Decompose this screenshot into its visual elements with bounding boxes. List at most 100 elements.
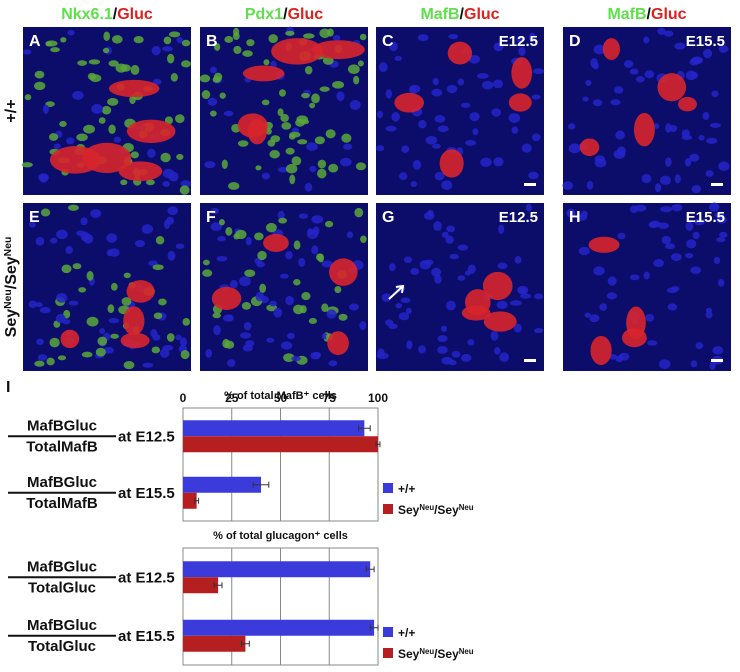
nucleus [23, 49, 32, 55]
nucleus [665, 123, 672, 133]
nucleus [531, 94, 541, 100]
error-bar [369, 624, 379, 631]
nucleus [141, 224, 154, 234]
nucleus [607, 276, 617, 286]
micrograph: D E15.5 [562, 27, 731, 195]
nucleus [389, 263, 396, 272]
nucleus [180, 180, 192, 188]
nucleus [24, 94, 32, 101]
nucleus [202, 269, 213, 277]
nucleus [150, 329, 158, 337]
nucleus [151, 45, 161, 56]
nucleus [406, 340, 413, 350]
nucleus [660, 206, 673, 213]
nucleus [657, 222, 670, 229]
nucleus [609, 353, 617, 360]
nucleus [168, 171, 179, 182]
bar [183, 436, 378, 453]
nucleus [279, 89, 286, 97]
nucleus [65, 137, 75, 145]
panel-header: MafB/Gluc [420, 6, 499, 23]
nucleus [152, 78, 162, 86]
nucleus [245, 340, 255, 347]
legend-label: +/+ [398, 626, 415, 640]
nucleus [446, 225, 456, 233]
nucleus [162, 181, 170, 188]
nucleus [301, 292, 311, 301]
error-bar [213, 582, 223, 589]
nucleus [586, 180, 594, 190]
nucleus [42, 104, 49, 115]
bar [183, 476, 261, 493]
nucleus [219, 92, 226, 99]
nucleus [233, 27, 240, 37]
figure-label: I [6, 379, 10, 396]
nucleus [446, 84, 458, 94]
nucleus [111, 35, 123, 44]
nucleus [298, 257, 306, 267]
nucleus [108, 60, 119, 67]
nucleus [121, 297, 132, 306]
nucleus [585, 79, 592, 86]
nucleus [431, 143, 441, 149]
nucleus [218, 219, 225, 226]
nucleus [718, 45, 729, 53]
nucleus [21, 162, 33, 168]
nucleus [338, 313, 348, 321]
nucleus [635, 75, 645, 83]
micrograph: H E15.5 [563, 202, 731, 371]
nucleus [492, 79, 504, 89]
nucleus [102, 47, 110, 54]
nucleus [28, 300, 38, 308]
nucleus [589, 314, 600, 323]
nucleus [437, 345, 448, 354]
nucleus [670, 286, 680, 292]
nucleus [425, 135, 438, 145]
nucleus [660, 175, 672, 185]
nucleus [480, 157, 492, 167]
error-bar [241, 640, 250, 647]
nucleus [582, 96, 589, 102]
marker-name: MafB [607, 6, 646, 23]
nucleus [90, 209, 102, 218]
cell-cluster [511, 57, 533, 89]
nucleus [437, 335, 448, 342]
nucleus [175, 334, 182, 341]
nucleus [643, 36, 650, 44]
nucleus [403, 256, 413, 264]
nucleus [405, 307, 412, 315]
nucleus [531, 133, 541, 142]
stain-name: Gluc [117, 6, 153, 23]
error-bar [375, 441, 381, 448]
nucleus [108, 317, 120, 324]
cell-cluster [602, 38, 620, 60]
nucleus [277, 210, 285, 220]
x-tick-label: 25 [225, 391, 239, 405]
nucleus [434, 274, 442, 284]
fraction-denominator: TotalGluc [28, 638, 96, 655]
nucleus [410, 267, 420, 276]
cell-cluster [461, 305, 491, 321]
nucleus [348, 303, 359, 311]
nucleus [68, 300, 79, 306]
nucleus [353, 75, 360, 85]
nucleus [263, 59, 270, 66]
nucleus [599, 303, 608, 312]
legend-label: SeyNeu/SeyNeu [398, 647, 474, 662]
nucleus [692, 231, 700, 240]
nucleus [472, 128, 479, 136]
nucleus [108, 248, 120, 257]
nucleus [417, 34, 429, 42]
image-background [563, 27, 731, 195]
nucleus [270, 135, 281, 143]
nucleus [355, 162, 366, 171]
nucleus [709, 361, 716, 371]
nucleus [332, 80, 345, 89]
nucleus [306, 229, 319, 240]
nucleus [261, 99, 270, 106]
nucleus [671, 203, 683, 212]
nucleus [418, 119, 427, 129]
nucleus [285, 147, 295, 155]
nucleus [280, 113, 289, 123]
nucleus [259, 283, 267, 293]
